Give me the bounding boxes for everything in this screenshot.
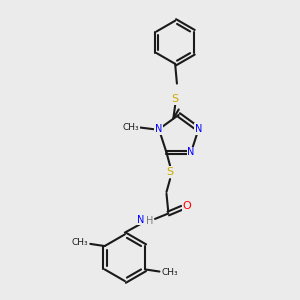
Text: CH₃: CH₃ [71, 238, 88, 247]
Text: O: O [183, 201, 191, 211]
Text: N: N [187, 148, 195, 158]
Text: CH₃: CH₃ [123, 123, 139, 132]
Text: CH₃: CH₃ [162, 268, 178, 278]
Text: S: S [167, 167, 174, 177]
Text: N: N [155, 124, 163, 134]
Text: N: N [195, 124, 202, 134]
Text: H: H [146, 216, 153, 226]
Text: N: N [137, 214, 144, 225]
Text: S: S [172, 94, 179, 104]
